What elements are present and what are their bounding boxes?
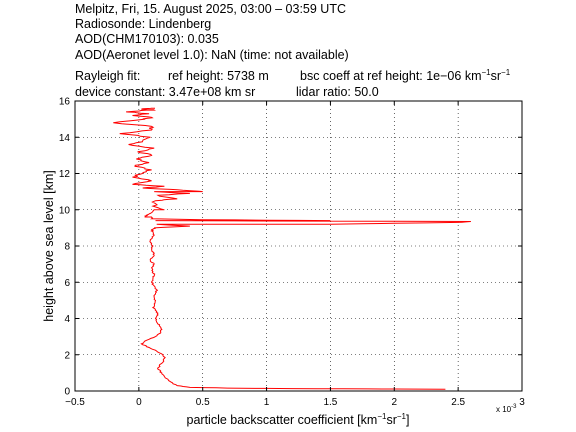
x-axis-label: particle backscatter coefficient [km−1sr…	[187, 412, 410, 427]
lidar-ratio-label: lidar ratio: 50.0	[296, 85, 379, 99]
title-line-location: Melpitz, Fri, 15. August 2025, 03:00 – 0…	[75, 2, 346, 16]
x-tick-label: 0.5	[196, 397, 210, 408]
title-line-aod-chm: AOD(CHM170103): 0.035	[75, 32, 219, 46]
y-tick-label: 0	[64, 387, 70, 398]
title-line-aod-aeronet: AOD(Aeronet level 1.0): NaN (time: not a…	[75, 48, 349, 62]
rayleigh-fit-label: Rayleigh fit:	[75, 69, 140, 83]
y-axis-label: height above sea level [km]	[42, 170, 56, 321]
x-tick-label: 1.5	[323, 397, 337, 408]
x-tick-label: 2.5	[451, 397, 465, 408]
device-constant-label: device constant: 3.47e+08 km sr	[75, 85, 255, 99]
y-tick-label: 8	[64, 242, 70, 253]
y-tick-label: 10	[59, 205, 71, 216]
x-tick-label: 1	[264, 397, 270, 408]
y-tick-label: 12	[59, 169, 71, 180]
bsc-coeff-label: bsc coeff at ref height: 1e−06 km−1sr−1	[300, 68, 511, 83]
ref-height-label: ref height: 5738 m	[168, 69, 269, 83]
x-axis-multiplier: x 10-3	[496, 404, 517, 414]
y-tick-label: 14	[59, 133, 71, 144]
x-tick-label: 3	[519, 397, 525, 408]
y-tick-label: 6	[64, 278, 70, 289]
x-tick-label: −0.5	[65, 397, 85, 408]
y-tick-label: 4	[64, 314, 70, 325]
backscatter-profile-line	[113, 107, 471, 390]
x-tick-label: 2	[392, 397, 398, 408]
title-line-radiosonde: Radiosonde: Lindenberg	[75, 17, 211, 31]
y-tick-label: 2	[64, 350, 70, 361]
grid	[75, 101, 522, 391]
plot-background	[75, 101, 522, 391]
y-axis-ticks: 0 2 4 6 8 10 12 14 16	[59, 97, 522, 398]
x-tick-label: 0	[136, 397, 142, 408]
x-axis-ticks: −0.5 0 0.5 1 1.5 2 2.5 3	[65, 101, 525, 408]
y-tick-label: 16	[59, 97, 71, 108]
